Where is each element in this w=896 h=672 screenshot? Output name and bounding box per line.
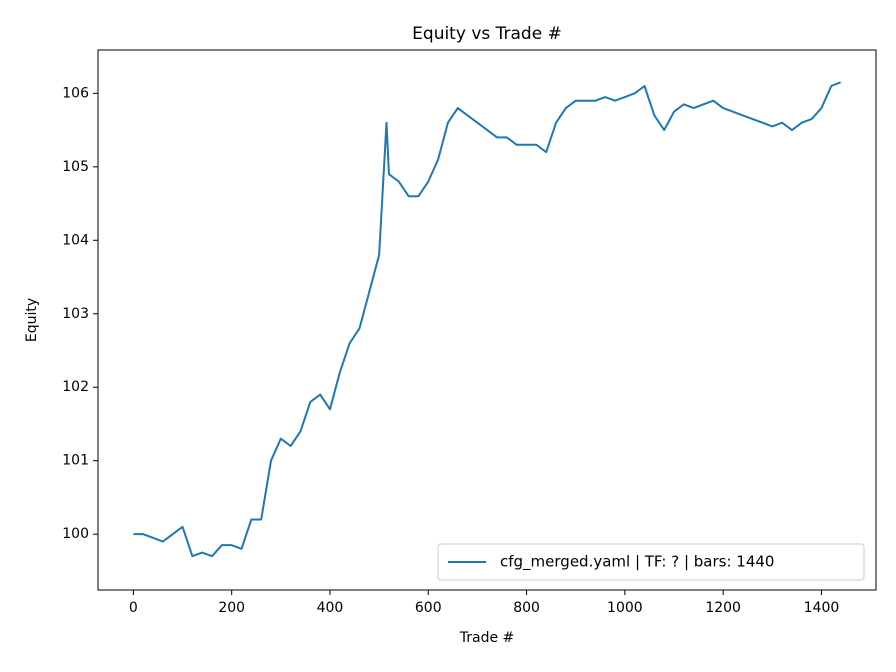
y-tick-label: 104 bbox=[62, 232, 89, 248]
chart-title: Equity vs Trade # bbox=[412, 24, 562, 44]
x-axis-label: Trade # bbox=[459, 630, 515, 646]
series-line bbox=[133, 81, 841, 558]
x-tick-label: 1200 bbox=[705, 600, 741, 616]
y-tick-label: 102 bbox=[62, 379, 89, 395]
x-tick-label: 200 bbox=[218, 600, 245, 616]
y-axis-label: Equity bbox=[24, 298, 40, 342]
y-tick-label: 106 bbox=[62, 85, 89, 101]
x-tick-label: 800 bbox=[513, 600, 540, 616]
x-tick-label: 1400 bbox=[804, 600, 840, 616]
y-tick-label: 101 bbox=[62, 453, 89, 469]
y-tick-label: 103 bbox=[62, 306, 89, 322]
plot-frame bbox=[97, 49, 877, 591]
legend-box bbox=[437, 543, 865, 581]
legend-label: cfg_merged.yaml | TF: ? | bars: 1440 bbox=[500, 553, 774, 572]
y-tick-label: 100 bbox=[62, 526, 89, 542]
y-tick-label: 105 bbox=[62, 159, 89, 175]
x-tick-label: 600 bbox=[415, 600, 442, 616]
x-tick-label: 0 bbox=[129, 600, 138, 616]
x-tick-label: 1000 bbox=[607, 600, 643, 616]
x-tick-label: 400 bbox=[317, 600, 344, 616]
